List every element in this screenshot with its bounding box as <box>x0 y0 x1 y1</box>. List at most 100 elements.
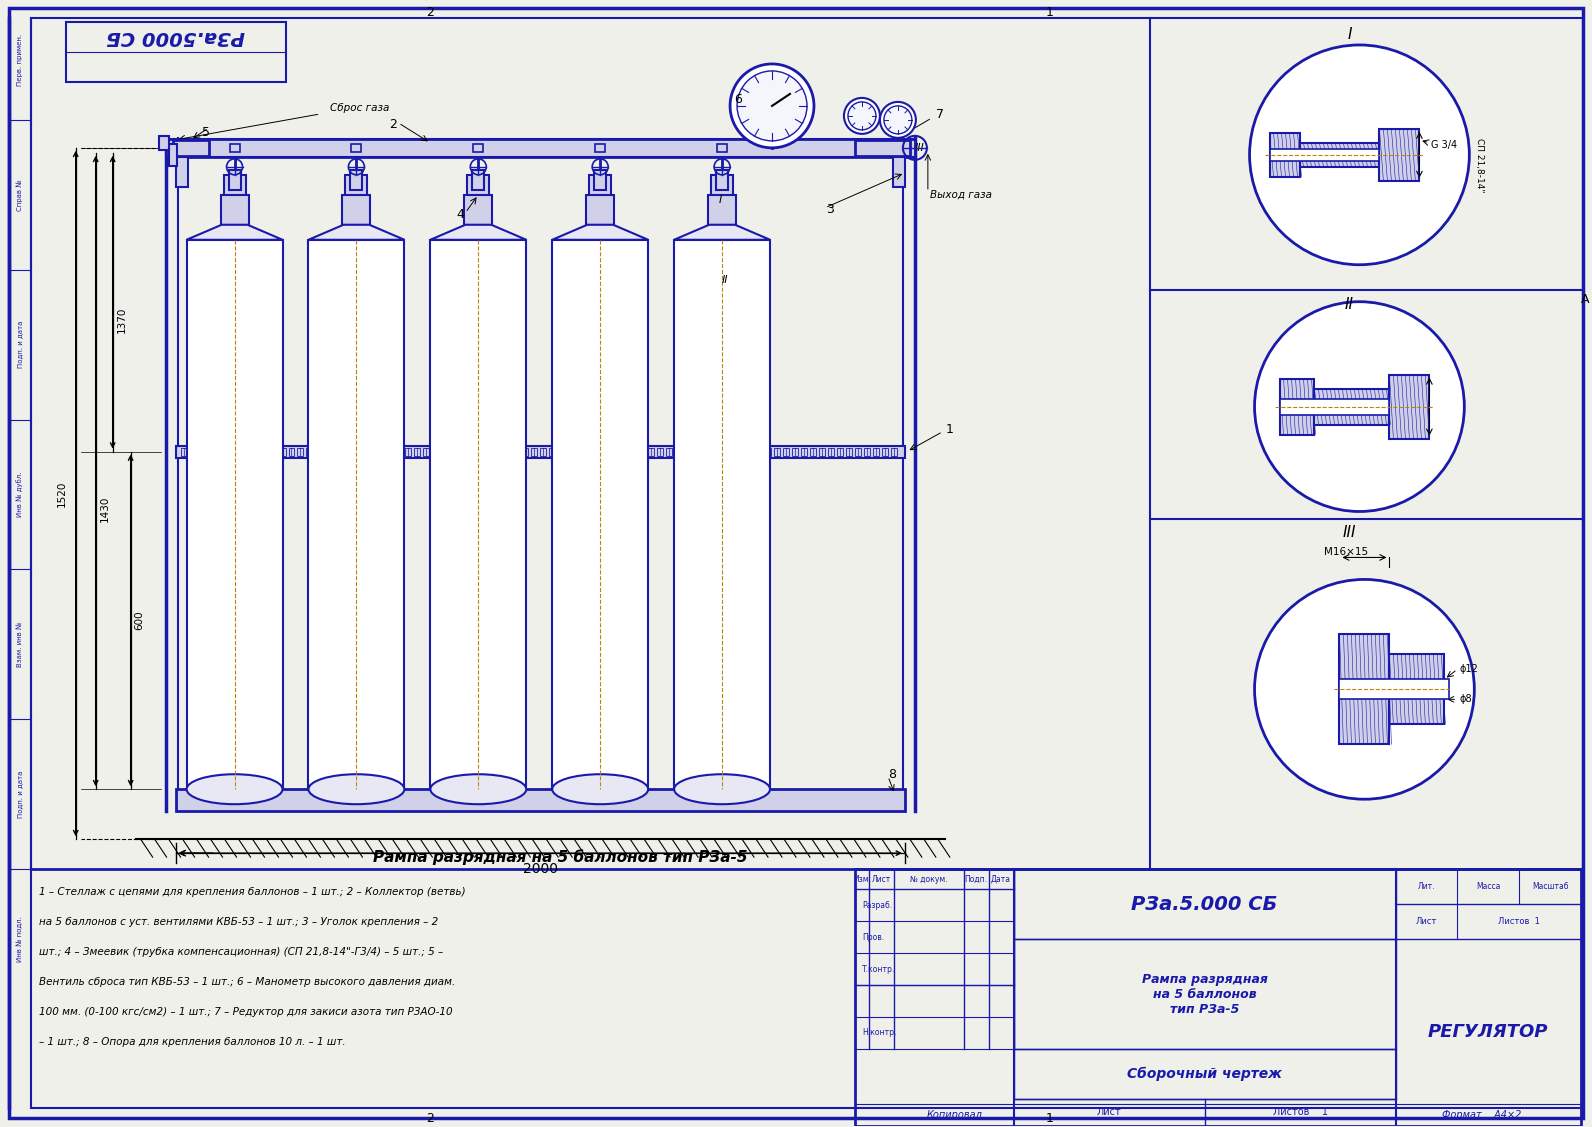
Bar <box>801 447 807 455</box>
Text: Изм.: Изм. <box>853 875 871 884</box>
Bar <box>325 447 331 455</box>
Bar <box>65 23 285 82</box>
Text: 3: 3 <box>826 203 834 216</box>
Bar <box>189 447 196 455</box>
Bar <box>207 447 213 455</box>
Text: РЕГУЛЯТОР: РЕГУЛЯТОР <box>1428 1023 1549 1041</box>
Bar <box>244 447 250 455</box>
Bar <box>468 175 489 199</box>
Bar <box>360 447 366 455</box>
Bar <box>893 157 904 187</box>
Text: 1: 1 <box>1046 1112 1054 1126</box>
Bar <box>430 240 527 789</box>
Text: СП 21,8-14": СП 21,8-14" <box>1474 137 1484 192</box>
Ellipse shape <box>552 774 648 805</box>
Bar <box>559 447 564 455</box>
Ellipse shape <box>186 774 282 805</box>
Bar <box>433 447 438 455</box>
Text: A: A <box>1581 293 1589 307</box>
Bar <box>783 447 790 455</box>
Bar <box>1339 635 1390 744</box>
Bar <box>774 447 780 455</box>
Bar <box>478 447 484 455</box>
Bar <box>369 447 376 455</box>
Bar <box>828 447 834 455</box>
Bar <box>1315 389 1390 425</box>
Bar <box>1390 374 1430 438</box>
Text: II: II <box>721 275 728 285</box>
Bar <box>540 447 546 455</box>
Text: 1: 1 <box>946 423 954 436</box>
Bar <box>708 195 736 224</box>
Bar <box>423 447 430 455</box>
Bar <box>468 447 474 455</box>
Text: 8: 8 <box>888 767 896 781</box>
Bar <box>1269 133 1299 177</box>
Text: 6: 6 <box>734 94 742 106</box>
Bar <box>309 240 404 789</box>
Bar <box>810 447 817 455</box>
Bar <box>473 144 484 152</box>
Bar <box>702 447 708 455</box>
Text: Сборочный чертеж: Сборочный чертеж <box>1127 1067 1282 1081</box>
Text: Инв № дубл.: Инв № дубл. <box>16 472 24 517</box>
Bar <box>872 447 879 455</box>
Text: M16×15: M16×15 <box>1325 548 1369 558</box>
Bar <box>1280 379 1315 435</box>
Text: на 5 баллонов с уст. вентилями КВБ-53 – 1 шт.; 3 – Уголок крепления – 2: на 5 баллонов с уст. вентилями КВБ-53 – … <box>38 917 438 928</box>
Bar <box>175 445 904 458</box>
Bar <box>1269 149 1379 161</box>
Bar <box>766 447 771 455</box>
Bar <box>350 170 363 189</box>
Bar <box>169 144 177 166</box>
Polygon shape <box>309 224 404 240</box>
Bar <box>589 175 611 199</box>
Text: 1: 1 <box>1046 7 1054 19</box>
Bar <box>159 136 169 150</box>
Ellipse shape <box>673 774 771 805</box>
Text: 7: 7 <box>936 108 944 122</box>
Text: Рампа разрядная на 5 баллонов тип РЗа-5: Рампа разрядная на 5 баллонов тип РЗа-5 <box>373 850 748 866</box>
Bar <box>594 447 600 455</box>
Bar <box>345 175 368 199</box>
Bar <box>1339 680 1449 700</box>
Text: 4: 4 <box>457 208 465 221</box>
Bar <box>720 447 726 455</box>
Bar <box>288 447 295 455</box>
Bar <box>552 240 648 789</box>
Text: Рампа разрядная
на 5 баллонов
тип РЗа-5: Рампа разрядная на 5 баллонов тип РЗа-5 <box>1141 973 1267 1015</box>
Text: Инв № подл.: Инв № подл. <box>16 916 22 962</box>
Text: Разраб.: Разраб. <box>861 900 892 909</box>
Text: РЗа.5.000 СБ: РЗа.5.000 СБ <box>1132 895 1278 914</box>
Circle shape <box>884 106 912 134</box>
Bar <box>665 447 672 455</box>
Bar <box>576 447 583 455</box>
Bar <box>221 195 248 224</box>
Bar <box>1014 939 1396 1049</box>
Text: № докум.: № докум. <box>911 875 947 884</box>
Bar <box>716 170 728 189</box>
Text: шт.; 4 – Змеевик (трубка компенсационная) (СП 21,8-14"-Г3/4) – 5 шт.; 5 –: шт.; 4 – Змеевик (трубка компенсационная… <box>38 947 443 957</box>
Bar <box>1014 869 1396 939</box>
Text: Справ №: Справ № <box>16 179 22 211</box>
Bar <box>513 447 519 455</box>
Text: 5: 5 <box>202 126 210 140</box>
Bar <box>739 447 743 455</box>
Bar <box>175 789 904 811</box>
Bar <box>693 447 699 455</box>
Bar <box>460 447 465 455</box>
Circle shape <box>1254 302 1465 512</box>
Bar <box>451 447 457 455</box>
Bar <box>586 195 615 224</box>
Ellipse shape <box>309 774 404 805</box>
Text: 2: 2 <box>427 7 435 19</box>
Bar <box>495 447 501 455</box>
Text: I: I <box>718 195 721 205</box>
Bar <box>396 447 403 455</box>
Bar <box>594 170 607 189</box>
Text: ϕ12: ϕ12 <box>1460 664 1479 674</box>
Bar <box>747 447 753 455</box>
Bar <box>315 447 322 455</box>
Bar <box>229 144 239 152</box>
Bar <box>712 175 732 199</box>
